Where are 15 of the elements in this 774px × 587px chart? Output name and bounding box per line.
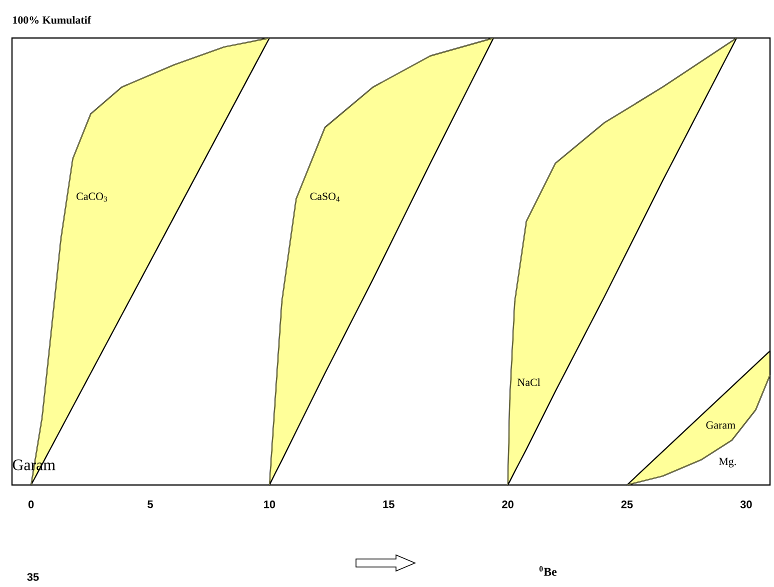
x-tick-label: 15 <box>383 500 394 508</box>
x-tick-label: 20 <box>502 500 514 508</box>
x-tick-label: 5 <box>148 500 153 508</box>
x-tick-label: 25 <box>621 500 633 508</box>
series-label: CaCO$_{3}$ <box>76 192 108 202</box>
annotation: Mg. <box>718 458 736 468</box>
series-label: NaCl <box>518 378 540 386</box>
text: 35 <box>27 573 39 581</box>
chart-title: 100% Kumulatif <box>13 16 92 24</box>
annotation: Garam <box>706 421 736 429</box>
x-tick-label: 10 <box>264 500 276 508</box>
series-label: CaSO$_{4}$ <box>310 192 340 202</box>
x-tick-label: 30 <box>740 500 752 508</box>
x-tick-label: 0 <box>28 500 34 508</box>
x-axis-title: $^{0}$Be <box>539 566 557 576</box>
